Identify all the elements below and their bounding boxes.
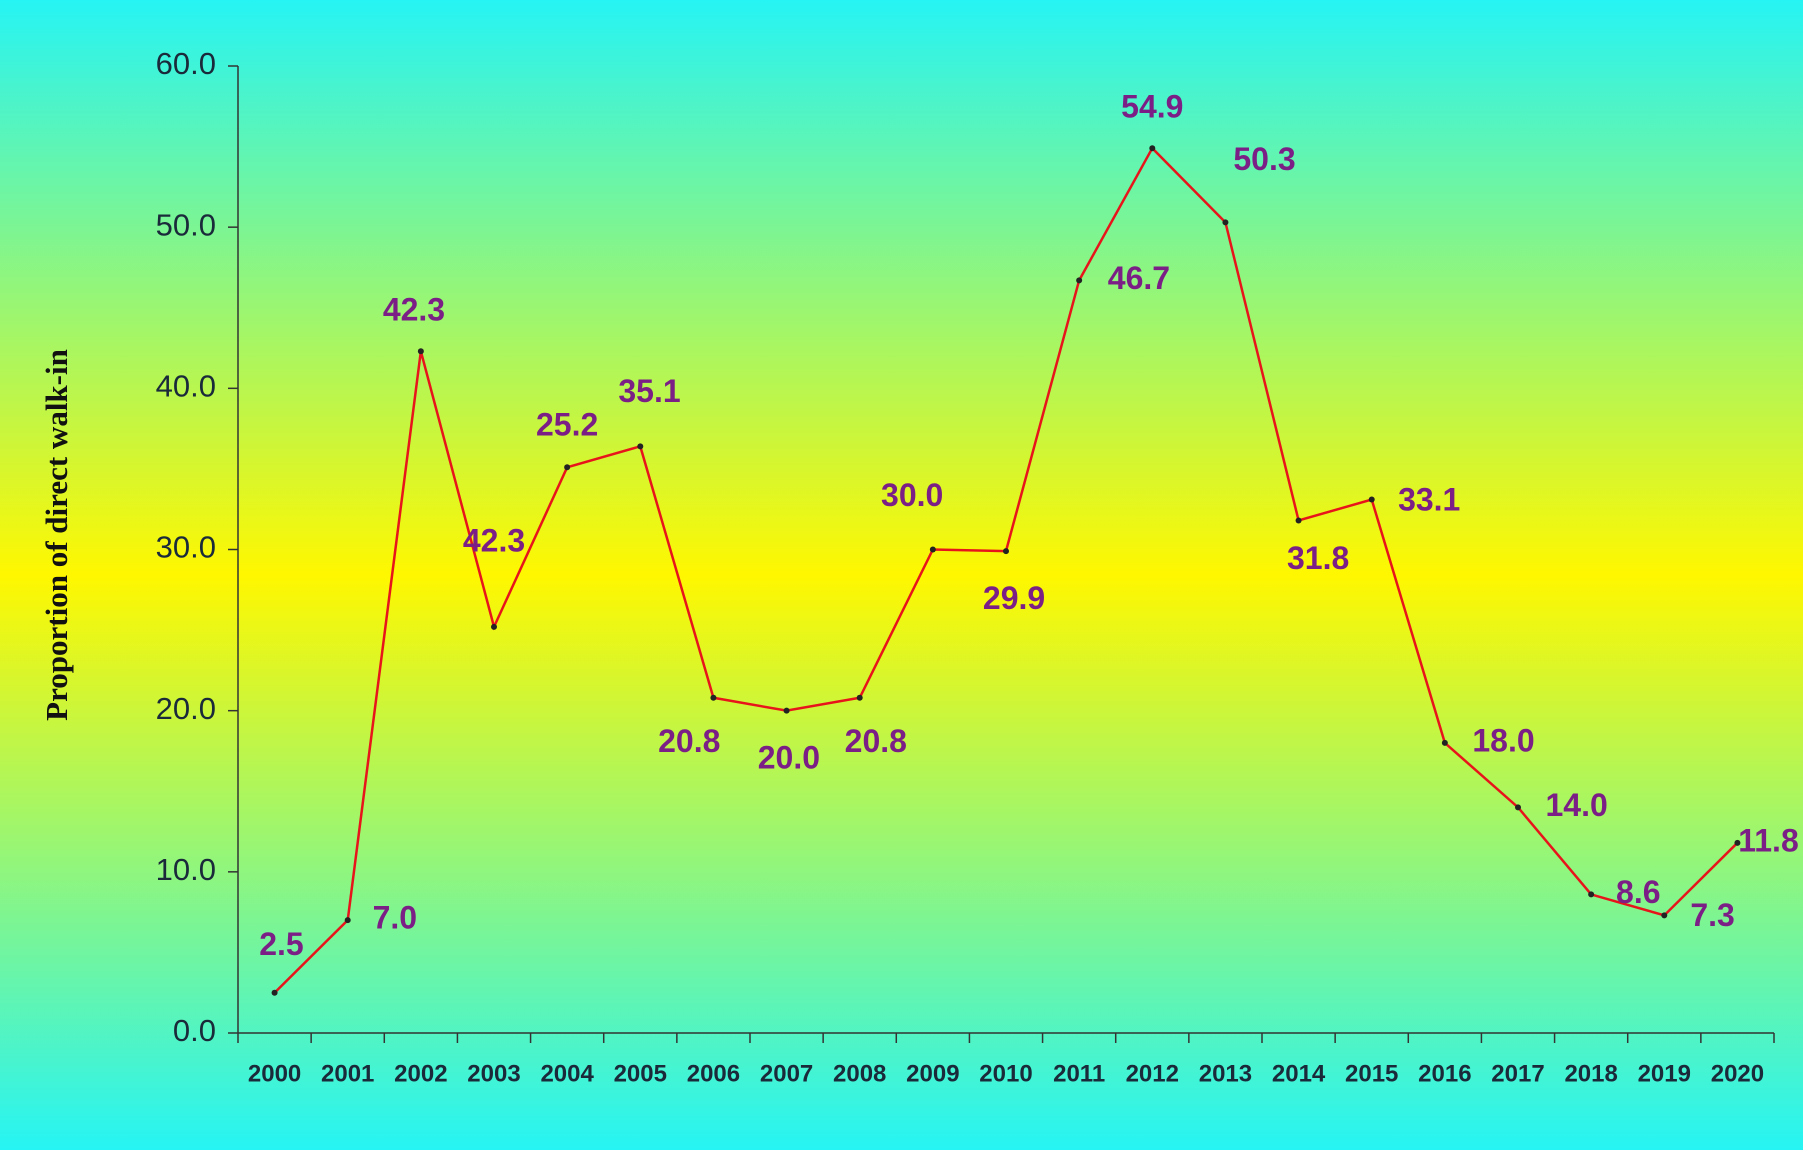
x-tick-label: 2016 (1418, 1060, 1471, 1087)
x-tick-label: 2014 (1272, 1060, 1326, 1087)
x-tick-label: 2000 (248, 1060, 301, 1087)
point (1441, 739, 1448, 746)
data-label: 31.8 (1287, 540, 1349, 576)
data-label: 35.1 (618, 373, 680, 409)
x-tick-label: 2018 (1564, 1060, 1617, 1087)
point (344, 917, 351, 924)
point (1076, 277, 1083, 284)
x-tick-label: 2007 (760, 1060, 813, 1087)
point (1003, 548, 1009, 555)
point (417, 348, 424, 355)
x-tick-label: 2004 (540, 1060, 594, 1087)
x-tick-label: 2009 (906, 1060, 959, 1087)
point (271, 989, 278, 996)
point (783, 707, 790, 714)
data-label: 42.3 (463, 522, 525, 558)
point (1588, 891, 1595, 898)
point (1368, 496, 1375, 503)
data-label: 50.3 (1233, 141, 1295, 177)
point (1295, 517, 1302, 524)
point (856, 694, 863, 701)
data-label: 18.0 (1472, 722, 1534, 758)
data-label: 46.7 (1108, 260, 1170, 296)
data-label: 7.3 (1690, 897, 1734, 933)
data-label: 20.8 (658, 723, 720, 759)
point (1661, 912, 1668, 919)
x-tick-label: 2012 (1126, 1060, 1179, 1087)
y-tick-label: 20.0 (156, 691, 216, 726)
x-tick-label: 2020 (1711, 1060, 1764, 1087)
data-label: 14.0 (1546, 787, 1608, 823)
data-label: 54.9 (1121, 89, 1183, 125)
data-label: 20.0 (758, 740, 820, 776)
point (1222, 219, 1229, 226)
y-tick-label: 10.0 (156, 852, 216, 887)
x-tick-label: 2015 (1345, 1060, 1398, 1087)
data-label: 11.8 (1738, 822, 1799, 858)
point (929, 546, 936, 553)
data-label: 2.5 (259, 926, 303, 962)
x-tick-label: 2017 (1491, 1060, 1544, 1087)
y-tick-label: 50.0 (156, 207, 216, 242)
data-label: 8.6 (1616, 874, 1660, 910)
data-label: 29.9 (983, 580, 1045, 616)
point (491, 623, 497, 630)
x-tick-label: 2019 (1638, 1060, 1691, 1087)
data-label: 33.1 (1398, 481, 1460, 517)
x-tick-label: 2013 (1199, 1060, 1252, 1087)
y-axis-label: Proportion of direct walk-in (39, 349, 74, 721)
x-tick-label: 2008 (833, 1060, 886, 1087)
x-tick-label: 2002 (394, 1060, 447, 1087)
point (1515, 804, 1521, 811)
x-tick-label: 2003 (467, 1060, 520, 1087)
y-tick-label: 30.0 (156, 530, 216, 565)
y-tick-label: 0.0 (173, 1013, 216, 1048)
x-tick-label: 2011 (1053, 1060, 1105, 1087)
x-tick-label: 2006 (687, 1060, 740, 1087)
point (1149, 145, 1156, 152)
y-tick-label: 40.0 (156, 369, 216, 404)
point (1734, 839, 1741, 846)
data-label: 25.2 (536, 407, 598, 443)
y-tick-label: 60.0 (156, 46, 216, 81)
point (564, 464, 571, 471)
point (710, 694, 717, 701)
x-tick-label: 2010 (979, 1060, 1032, 1087)
data-label: 20.8 (845, 723, 907, 759)
data-label: 42.3 (383, 292, 445, 328)
data-label: 7.0 (373, 900, 417, 936)
point (637, 443, 644, 450)
x-tick-label: 2001 (321, 1060, 374, 1087)
x-tick-label: 2005 (614, 1060, 667, 1087)
data-label: 30.0 (881, 477, 943, 513)
